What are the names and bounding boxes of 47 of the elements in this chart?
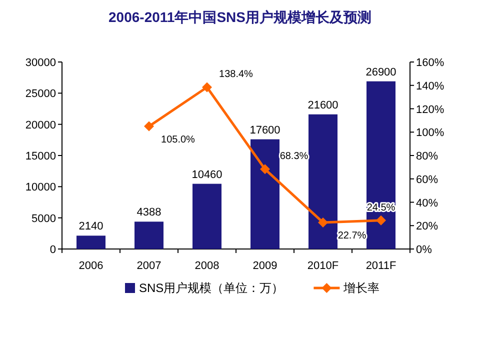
y2-tick-label: 160% (416, 57, 444, 69)
y-tick-label: 5000 (32, 212, 56, 225)
y2-tick-label: 0% (416, 244, 432, 256)
y-tick-label: 10000 (25, 182, 56, 194)
y-tick-label: 30000 (25, 57, 56, 69)
x-tick-label: 2010F (307, 260, 339, 272)
legend-label: SNS用户规模（单位：万） (139, 281, 284, 295)
x-tick-label: 2008 (194, 260, 220, 272)
y2-tick-label: 100% (416, 127, 444, 140)
point (260, 164, 270, 174)
data-label: 138.4% (219, 69, 254, 80)
data-label: 22.7% (338, 230, 366, 242)
data-label: 4388 (136, 206, 162, 219)
data-label: 21600 (308, 99, 338, 112)
y2-tick-label: 40% (416, 197, 438, 210)
point (318, 217, 328, 228)
bar (76, 236, 106, 249)
bar (250, 139, 280, 249)
data-label: 68.3% (280, 151, 308, 162)
y-tick-label: 25000 (25, 88, 56, 100)
y-tick-label: 0 (50, 244, 56, 256)
data-label: 17600 (250, 124, 280, 136)
bar (308, 114, 338, 249)
x-tick-label: 2006 (78, 260, 104, 272)
legend-label: 增长率 (342, 281, 380, 295)
bar (134, 222, 164, 249)
y2-tick-label: 20% (416, 220, 438, 233)
data-label: 2140 (78, 220, 104, 233)
y-tick-label: 15000 (25, 150, 56, 162)
chart-title: 2006-2011年中国SNS用户规模增长及预测 (108, 9, 372, 25)
data-label: 105.0% (161, 134, 196, 146)
y2-tick-label: 120% (416, 104, 444, 116)
data-label: 24.5% (366, 202, 396, 214)
y2-tick-label: 80% (416, 150, 438, 162)
x-tick-label: 2009 (252, 260, 278, 272)
point (202, 82, 212, 92)
y-tick-label: 20000 (25, 119, 56, 132)
y2-tick-label: 60% (416, 174, 438, 186)
x-tick-label: 2007 (136, 260, 162, 272)
data-label: 26900 (366, 66, 396, 78)
y2-tick-label: 140% (416, 80, 444, 92)
data-label: 10460 (192, 168, 222, 181)
point (376, 215, 386, 226)
bar (366, 81, 396, 249)
x-tick-label: 2011F (366, 260, 396, 272)
point (144, 121, 154, 132)
bar (192, 184, 222, 249)
